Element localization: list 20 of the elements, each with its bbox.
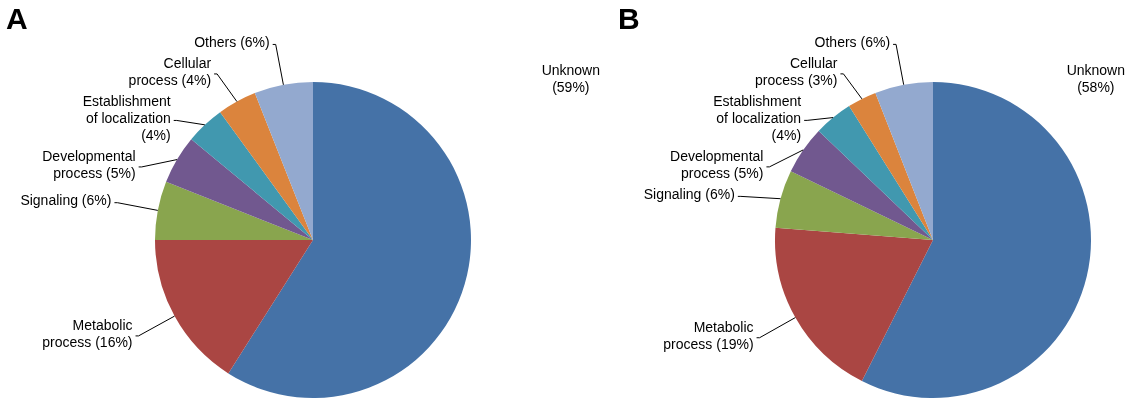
- data-label: (59%): [552, 78, 590, 95]
- slice-label: Establishment of localization: [82, 92, 171, 126]
- slice-label: Others (6%): [814, 33, 891, 50]
- slice-label: Developmental process (5%): [42, 147, 136, 181]
- slice-label: Metabolic process (19%): [663, 318, 754, 352]
- slice-label: Cellular process (4%): [128, 54, 212, 88]
- data-label: (4%): [141, 126, 171, 143]
- data-label: (4%): [771, 126, 802, 143]
- slice-label: Others (6%): [194, 33, 270, 50]
- slice-label: Signaling (6%): [20, 192, 112, 209]
- slice-label: Establishment of localization: [713, 92, 802, 126]
- slice-label: Unknown: [1066, 61, 1125, 78]
- slice-label: Metabolic process (16%): [42, 316, 133, 350]
- chart-title: B: [618, 2, 640, 36]
- slice-label: Developmental process (5%): [670, 147, 764, 181]
- slice-label: Cellular process (3%): [754, 54, 838, 88]
- slice-label: Unknown: [541, 61, 600, 78]
- data-label: (58%): [1077, 78, 1115, 95]
- chart-title: A: [6, 2, 28, 36]
- slice-label: Signaling (6%): [643, 185, 735, 202]
